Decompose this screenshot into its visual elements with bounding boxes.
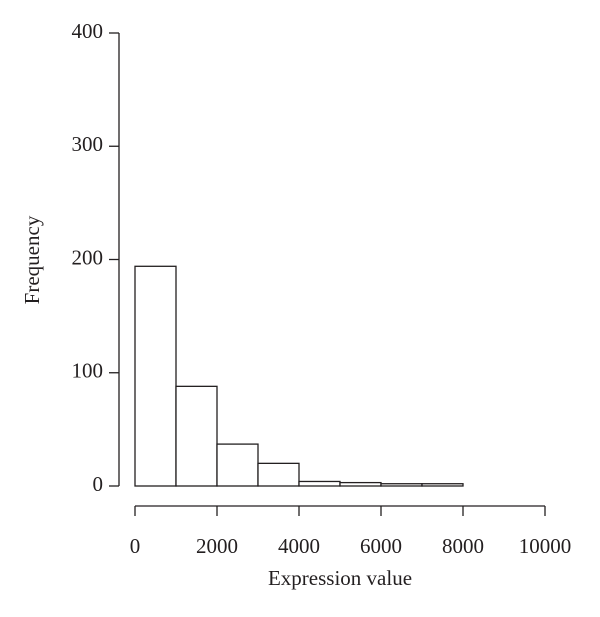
x-tick-label: 8000	[442, 534, 484, 558]
bar	[421, 483, 464, 487]
bar	[134, 265, 177, 487]
y-tick-label: 300	[72, 132, 104, 156]
bar	[257, 462, 300, 487]
x-tick-label: 4000	[278, 534, 320, 558]
x-tick-label: 0	[130, 534, 141, 558]
y-tick-label: 0	[93, 472, 104, 496]
x-axis-label: Expression value	[268, 566, 412, 590]
bar	[216, 443, 259, 487]
y-tick-label: 100	[72, 359, 104, 383]
bar	[298, 480, 341, 487]
x-tick-label: 10000	[519, 534, 572, 558]
y-tick-label: 200	[72, 245, 104, 269]
x-tick-label: 2000	[196, 534, 238, 558]
bar	[339, 481, 382, 487]
y-axis-label: Frequency	[20, 215, 44, 304]
bar	[175, 385, 218, 487]
x-tick-label: 6000	[360, 534, 402, 558]
y-tick-label: 400	[72, 19, 104, 43]
bar	[380, 483, 423, 487]
